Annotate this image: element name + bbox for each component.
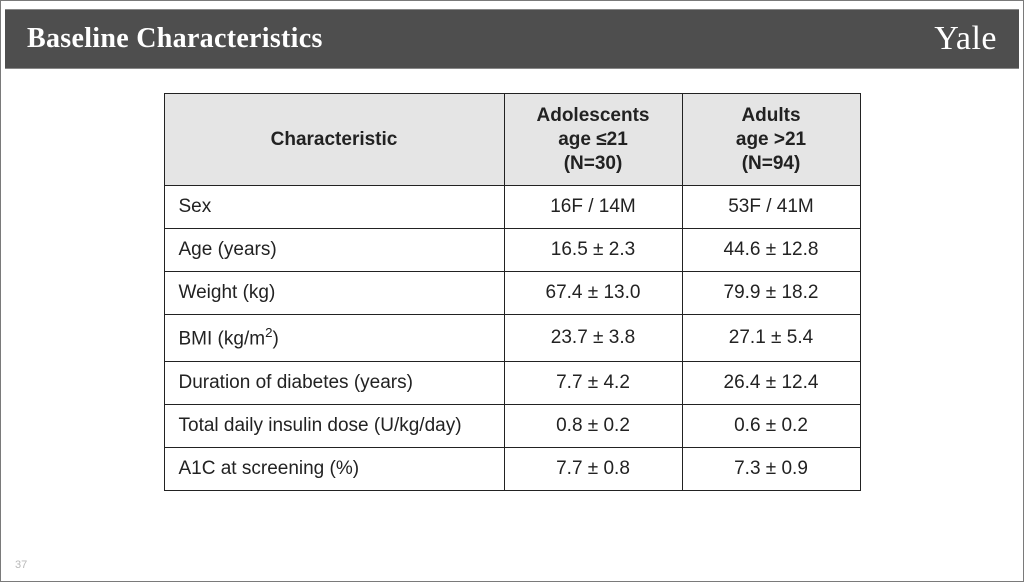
col-header-adults-line3: (N=94) <box>697 152 846 176</box>
table-row: Total daily insulin dose (U/kg/day)0.8 ±… <box>164 404 860 447</box>
page-number: 37 <box>15 559 27 571</box>
table-row: A1C at screening (%)7.7 ± 0.87.3 ± 0.9 <box>164 447 860 490</box>
row-label: Age (years) <box>164 229 504 272</box>
content-area: Characteristic Adolescents age ≤21 (N=30… <box>1 93 1023 491</box>
table-header-row: Characteristic Adolescents age ≤21 (N=30… <box>164 94 860 186</box>
table-row: Sex16F / 14M53F / 41M <box>164 186 860 229</box>
brand-logo-text: Yale <box>934 20 997 58</box>
row-label: Duration of diabetes (years) <box>164 361 504 404</box>
row-label: BMI (kg/m2) <box>164 315 504 361</box>
row-label: Sex <box>164 186 504 229</box>
row-label: Total daily insulin dose (U/kg/day) <box>164 404 504 447</box>
cell-adolescents: 7.7 ± 0.8 <box>504 447 682 490</box>
cell-adolescents: 23.7 ± 3.8 <box>504 315 682 361</box>
cell-adolescents: 0.8 ± 0.2 <box>504 404 682 447</box>
cell-adolescents: 67.4 ± 13.0 <box>504 272 682 315</box>
slide: Baseline Characteristics Yale Characteri… <box>0 0 1024 582</box>
table-row: Duration of diabetes (years)7.7 ± 4.226.… <box>164 361 860 404</box>
cell-adolescents: 16F / 14M <box>504 186 682 229</box>
title-bar: Baseline Characteristics Yale <box>5 9 1019 69</box>
col-header-adults-line2: age >21 <box>697 128 846 152</box>
table-row: Weight (kg)67.4 ± 13.079.9 ± 18.2 <box>164 272 860 315</box>
table-row: Age (years)16.5 ± 2.344.6 ± 12.8 <box>164 229 860 272</box>
cell-adults: 7.3 ± 0.9 <box>682 447 860 490</box>
cell-adults: 26.4 ± 12.4 <box>682 361 860 404</box>
cell-adults: 79.9 ± 18.2 <box>682 272 860 315</box>
cell-adults: 0.6 ± 0.2 <box>682 404 860 447</box>
col-header-adolescents-line2: age ≤21 <box>519 128 668 152</box>
cell-adults: 27.1 ± 5.4 <box>682 315 860 361</box>
cell-adolescents: 7.7 ± 4.2 <box>504 361 682 404</box>
cell-adolescents: 16.5 ± 2.3 <box>504 229 682 272</box>
row-label: Weight (kg) <box>164 272 504 315</box>
col-header-characteristic: Characteristic <box>164 94 504 186</box>
cell-adults: 44.6 ± 12.8 <box>682 229 860 272</box>
baseline-characteristics-table: Characteristic Adolescents age ≤21 (N=30… <box>164 93 861 491</box>
col-header-adolescents: Adolescents age ≤21 (N=30) <box>504 94 682 186</box>
col-header-adults: Adults age >21 (N=94) <box>682 94 860 186</box>
col-header-adults-line1: Adults <box>697 104 846 128</box>
cell-adults: 53F / 41M <box>682 186 860 229</box>
col-header-adolescents-line1: Adolescents <box>519 104 668 128</box>
table-body: Sex16F / 14M53F / 41MAge (years)16.5 ± 2… <box>164 186 860 490</box>
col-header-adolescents-line3: (N=30) <box>519 152 668 176</box>
table-row: BMI (kg/m2)23.7 ± 3.827.1 ± 5.4 <box>164 315 860 361</box>
row-label: A1C at screening (%) <box>164 447 504 490</box>
slide-title: Baseline Characteristics <box>27 23 323 55</box>
